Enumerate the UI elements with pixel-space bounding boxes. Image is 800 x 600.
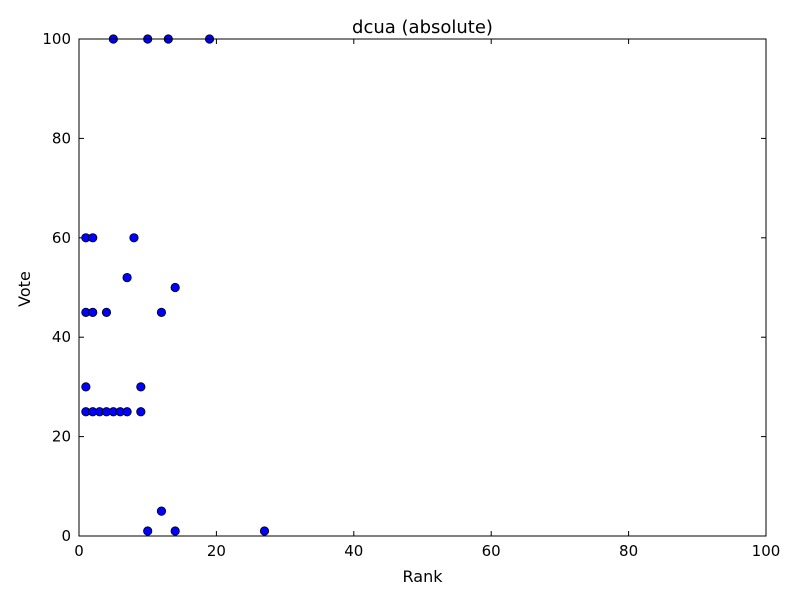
data-point xyxy=(101,307,112,317)
data-point xyxy=(170,526,180,536)
data-point xyxy=(88,307,98,317)
data-point xyxy=(81,382,91,392)
data-point xyxy=(122,272,132,283)
x-axis-label: Rank xyxy=(403,567,444,586)
data-point xyxy=(156,307,167,317)
y-tick-label: 40 xyxy=(52,328,71,346)
data-point xyxy=(143,526,153,536)
chart-title: dcua (absolute) xyxy=(352,17,493,38)
axis-ticks: 0 20 40 60 80 100 0 20 40 60 80 100 xyxy=(42,30,780,560)
data-point xyxy=(129,233,139,243)
x-tick-label: 20 xyxy=(207,542,226,560)
data-point xyxy=(136,407,146,417)
data-point xyxy=(259,526,270,536)
y-tick-label: 20 xyxy=(52,428,71,446)
y-tick-label: 0 xyxy=(61,527,71,545)
x-tick-label: 0 xyxy=(74,542,84,560)
x-tick-label: 60 xyxy=(482,542,501,560)
y-tick-label: 100 xyxy=(42,30,71,48)
plot-frame xyxy=(78,38,767,537)
y-axis-label: Vote xyxy=(15,271,34,307)
data-point xyxy=(122,407,132,417)
x-tick-label: 100 xyxy=(752,542,781,560)
data-point xyxy=(136,382,146,392)
data-point xyxy=(170,282,180,293)
data-point xyxy=(88,233,98,243)
data-point xyxy=(156,506,167,516)
y-tick-label: 60 xyxy=(52,229,71,247)
x-tick-label: 80 xyxy=(619,542,638,560)
x-tick-label: 40 xyxy=(344,542,363,560)
y-tick-label: 80 xyxy=(52,129,71,147)
